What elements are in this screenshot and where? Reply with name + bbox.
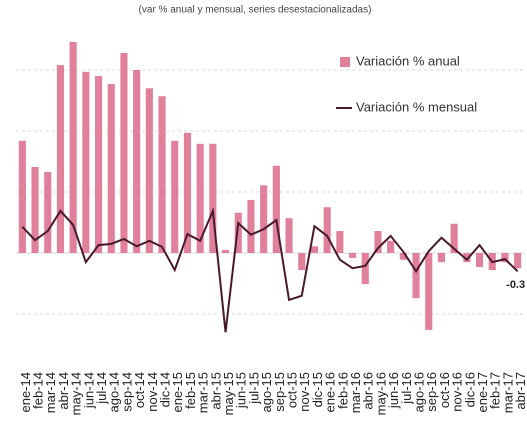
legend-label: Variación % mensual: [356, 99, 477, 114]
x-tick-label: oct-14: [132, 372, 147, 408]
bar: [44, 171, 52, 253]
bar: [425, 253, 433, 330]
x-tick-label: nov-14: [145, 372, 160, 412]
bar: [298, 253, 306, 271]
bar: [133, 70, 141, 253]
x-tick-label: ene-17: [475, 372, 490, 412]
x-tick-label: may-14: [69, 372, 84, 415]
bar: [183, 132, 192, 253]
bar: [387, 240, 395, 253]
x-tick-label: nov-15: [297, 372, 312, 412]
x-tick-label: mar-15: [196, 372, 211, 413]
x-tick-label: dic-15: [310, 372, 325, 407]
bar: [450, 223, 458, 253]
bar: [463, 253, 471, 263]
bar: [31, 166, 39, 253]
bar: [361, 253, 369, 285]
bar: [285, 218, 293, 253]
bar: [514, 253, 522, 269]
x-tick-label: oct-16: [437, 372, 452, 408]
bar: [221, 249, 230, 253]
bar: [475, 253, 484, 268]
x-tick-label: jul-15: [246, 372, 261, 405]
bar: [310, 246, 319, 253]
bar: [56, 65, 65, 254]
chart-subtitle: (var % anual y mensual, series desestaci…: [139, 5, 372, 16]
x-tick-label: abr-17: [513, 372, 527, 410]
x-tick-label: abr-16: [361, 372, 376, 410]
x-tick-label: sep-15: [272, 372, 287, 412]
bar: [399, 253, 407, 260]
x-tick-label: sep-14: [119, 372, 134, 412]
line: [21, 206, 519, 333]
x-tick-label: ene-14: [18, 372, 33, 412]
bar: [247, 199, 255, 253]
bar: [171, 140, 179, 253]
bar: [501, 253, 509, 263]
x-tick-label: jun-16: [386, 372, 401, 409]
bar: [69, 41, 77, 253]
x-tick-label: feb-17: [488, 372, 503, 409]
bar: [374, 231, 382, 253]
x-tick-label: jul-14: [94, 372, 109, 405]
bar: [107, 84, 115, 253]
x-tick-label: nov-16: [450, 372, 465, 412]
bar: [437, 253, 446, 263]
x-tick-label: dic-14: [157, 372, 172, 407]
x-tick-label: ene-16: [323, 372, 338, 412]
x-tick-label: may-15: [221, 372, 236, 415]
x-tick-label: ago-14: [107, 372, 122, 412]
x-tick-label: abr-15: [208, 372, 223, 410]
x-tick-label: jun-14: [81, 372, 96, 409]
bar: [145, 88, 153, 253]
bar: [348, 253, 357, 258]
bar: [272, 165, 280, 253]
legend-label: Variación % anual: [356, 53, 460, 68]
data-label: -0.3: [506, 279, 525, 291]
x-tick-label: dic-16: [462, 372, 477, 407]
x-tick-label: feb-14: [30, 372, 45, 409]
x-tick-label: mar-16: [348, 372, 363, 413]
x-tick-label: feb-16: [335, 372, 350, 409]
x-tick-label: ene-15: [170, 372, 185, 412]
bar: [336, 231, 344, 253]
bar: [412, 253, 420, 299]
x-tick-label: ago-15: [259, 372, 274, 412]
bar: [18, 140, 26, 253]
x-tick-label: abr-14: [56, 372, 71, 410]
x-tick-label: sep-16: [424, 372, 439, 412]
bar: [260, 185, 268, 253]
x-tick-label: may-16: [373, 372, 388, 415]
bar: [209, 143, 217, 253]
bar: [120, 52, 128, 253]
x-tick-label: jul-16: [399, 372, 414, 405]
legend-swatch: [340, 57, 350, 67]
bar: [94, 76, 103, 253]
x-tick-label: jun-15: [234, 372, 249, 409]
bar: [196, 143, 204, 253]
x-tick-label: ago-16: [411, 372, 426, 412]
bar: [234, 212, 242, 253]
bar: [158, 96, 166, 253]
x-tick-label: mar-14: [43, 372, 58, 413]
x-tick-label: feb-15: [183, 372, 198, 409]
x-tick-label: oct-15: [284, 372, 299, 408]
bar: [323, 207, 331, 253]
bar: [82, 71, 90, 253]
x-tick-label: mar-17: [500, 372, 515, 413]
